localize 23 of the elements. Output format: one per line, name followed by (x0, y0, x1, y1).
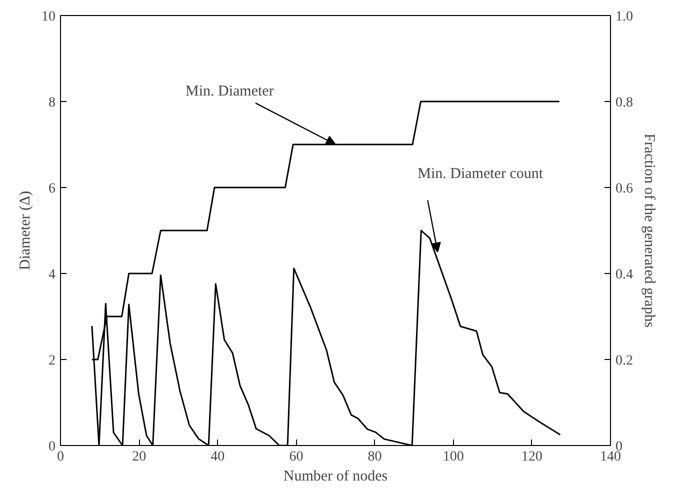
annotation: Min. Diameter count (418, 166, 544, 182)
x-tick-label: 120 (521, 450, 542, 464)
y-tick-label: 2 (48, 354, 56, 368)
y-tick-label: 8 (48, 96, 56, 110)
annotation: Min. Diameter (186, 84, 274, 100)
y-tick-label: 10 (42, 10, 56, 24)
y2-tick-label: 0.6 (616, 182, 633, 196)
x-tick-label: 40 (210, 450, 225, 464)
x-tick-label: 20 (132, 450, 146, 464)
y-axis-title: Diameter (Δ) (18, 190, 34, 270)
x-axis-title: Number of nodes (283, 468, 388, 484)
x-tick-label: 100 (442, 450, 464, 464)
x-tick-label: 60 (289, 450, 304, 464)
y2-tick-label: 0.2 (616, 354, 633, 368)
x-tick-label: 140 (600, 450, 621, 464)
y2-axis-title: Fraction of the generated graphs (641, 133, 657, 328)
x-tick-label: 80 (368, 450, 382, 464)
y-tick-label: 0 (48, 440, 56, 454)
y2-tick-label: 1.0 (616, 10, 633, 24)
y2-tick-label: 0.4 (616, 268, 633, 282)
y-tick-label: 4 (48, 268, 56, 282)
y-tick-label: 6 (48, 182, 56, 196)
y2-tick-label: 0.8 (616, 96, 633, 110)
